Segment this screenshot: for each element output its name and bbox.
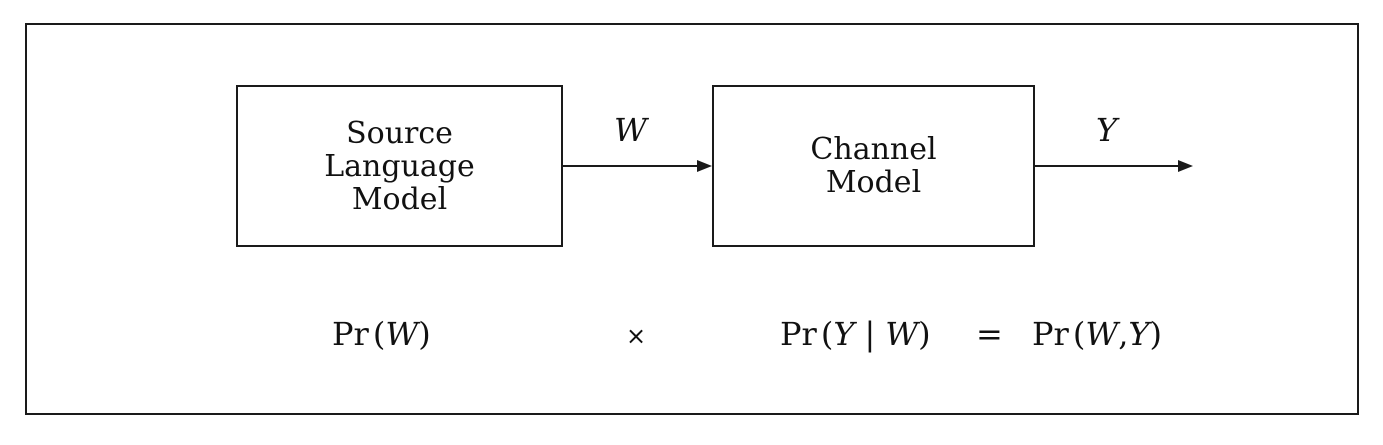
channel-box-line-2: Model bbox=[825, 165, 922, 200]
edge-label-w: W bbox=[614, 111, 647, 149]
formula-joint-close: ) bbox=[1149, 315, 1162, 353]
edge-label-y: Y bbox=[1096, 111, 1118, 149]
arrow-channel-output bbox=[1035, 160, 1193, 172]
formula-joint-open: ( bbox=[1072, 315, 1086, 353]
formula-cond-pr: Pr bbox=[780, 315, 817, 353]
formula-joint-comma: , bbox=[1118, 315, 1129, 353]
formula-prior-w: W bbox=[385, 315, 419, 353]
formula-cond-open: ( bbox=[820, 315, 834, 353]
formula-prior: Pr (W) bbox=[332, 316, 431, 352]
formula-cond-bar: | bbox=[864, 315, 876, 353]
arrow-source-to-channel bbox=[563, 160, 712, 172]
formula-cond-w: W bbox=[885, 315, 919, 353]
source-language-model-box: Source Language Model bbox=[236, 85, 563, 247]
source-box-line-1: Source bbox=[346, 115, 453, 151]
formula-joint-w: W bbox=[1085, 315, 1119, 353]
channel-box-line-1: Channel bbox=[810, 132, 937, 167]
formula-prior-pr: Pr bbox=[332, 315, 369, 353]
formula-equals: = bbox=[976, 315, 1003, 353]
formula-joint-pr: Pr bbox=[1032, 315, 1069, 353]
diagram-frame bbox=[25, 23, 1359, 415]
formula-prior-open: ( bbox=[372, 315, 386, 353]
formula-prior-close: ) bbox=[418, 315, 431, 353]
channel-model-box: Channel Model bbox=[712, 85, 1035, 247]
formula-cond-y: Y bbox=[833, 315, 855, 353]
formula-conditional: Pr (Y | W) bbox=[780, 316, 931, 352]
formula-cond-close: ) bbox=[918, 315, 931, 353]
source-box-line-3: Model bbox=[351, 181, 448, 217]
formula-joint-y: Y bbox=[1128, 315, 1150, 353]
formula-joint: Pr (W,Y) bbox=[1032, 316, 1162, 352]
source-box-line-2: Language bbox=[324, 148, 475, 184]
formula-times-symbol: × bbox=[626, 322, 647, 350]
